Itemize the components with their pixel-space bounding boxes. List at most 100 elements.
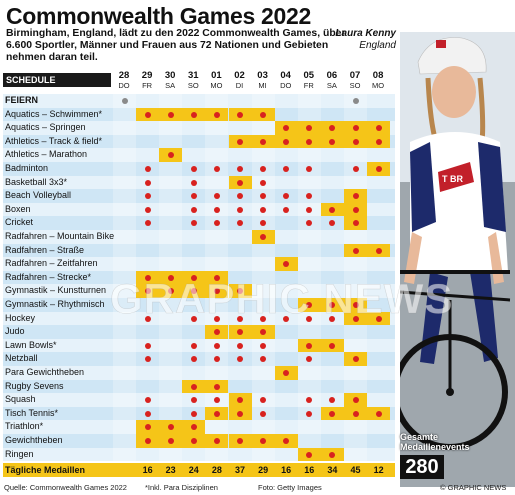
sport-label: Gymnastik – Kunstturnen (5, 285, 107, 296)
schedule-cell (182, 230, 205, 244)
total-medal-events-label: Gesamte Medaillenevents (400, 432, 470, 452)
schedule-cell (251, 379, 275, 394)
schedule-cell (136, 448, 159, 462)
schedule-cell (136, 135, 159, 149)
schedule-cell (182, 434, 206, 448)
schedule-cell (159, 406, 183, 421)
schedule-cell (321, 244, 344, 258)
schedule-cell (182, 352, 205, 366)
cyclist-illustration: T BR (400, 32, 515, 487)
schedule-cell (274, 121, 298, 135)
schedule-cell (136, 148, 159, 162)
schedule-cell (251, 284, 275, 298)
schedule-cell (159, 257, 183, 271)
event-dot (352, 356, 359, 363)
schedule-cell (275, 298, 298, 312)
date-day: 01 (211, 70, 222, 81)
schedule-cell (367, 121, 391, 135)
date-weekday: SA (165, 81, 176, 90)
schedule-cell (113, 230, 137, 244)
schedule-row: Lawn Bowls* (3, 338, 395, 353)
schedule-row: Radfahren – Strecke* (3, 270, 395, 285)
event-dot (190, 438, 197, 444)
event-dot (144, 288, 151, 295)
schedule-cell (367, 339, 390, 353)
schedule-cell (182, 325, 205, 339)
schedule-cell (344, 420, 368, 434)
event-dot (213, 220, 220, 227)
schedule-cell (251, 202, 275, 217)
event-dot (190, 288, 197, 295)
event-dot (144, 166, 151, 172)
event-dot (260, 206, 267, 213)
schedule-cell (344, 121, 368, 135)
schedule-cell (229, 339, 252, 353)
event-dot (190, 274, 197, 281)
schedule-cell (229, 271, 252, 285)
event-dot (260, 138, 267, 145)
event-dot (260, 166, 267, 172)
event-dot (167, 274, 174, 281)
schedule-cell (113, 202, 137, 217)
event-dot (329, 138, 336, 145)
schedule-cell (344, 257, 368, 271)
event-dot (260, 356, 267, 363)
event-dot (283, 261, 290, 268)
schedule-cell (113, 447, 137, 462)
schedule-cell (182, 257, 205, 271)
event-dot (213, 329, 220, 336)
event-dot (213, 410, 220, 417)
schedule-cell (367, 406, 391, 421)
schedule-row: Ringen (3, 447, 395, 462)
event-dot (213, 193, 220, 200)
schedule-cell (344, 284, 368, 298)
schedule-cell (182, 135, 205, 149)
schedule-cell (344, 162, 368, 176)
event-dot (190, 315, 197, 322)
schedule-cell (251, 121, 275, 135)
schedule-cell (321, 176, 344, 190)
schedule-cell (205, 420, 229, 434)
schedule-cell (321, 366, 344, 380)
schedule-cell (367, 108, 390, 122)
event-dot (260, 329, 267, 336)
date-header: 06 SA (321, 71, 343, 91)
schedule-cell (159, 189, 183, 203)
schedule-cell (159, 352, 183, 366)
athlete-caption: Laura Kenny England (296, 28, 396, 52)
schedule-cell (275, 312, 298, 326)
schedule-cell (159, 379, 183, 394)
date-header: 29 FR (136, 71, 158, 91)
schedule-cell (136, 257, 159, 271)
event-dot (237, 193, 243, 200)
schedule-cell (205, 230, 229, 244)
schedule-cell (275, 203, 298, 217)
schedule-cell (367, 325, 390, 339)
event-dot (329, 125, 336, 132)
schedule-cell (275, 148, 298, 162)
schedule-cell (367, 271, 390, 285)
schedule-cell (159, 175, 183, 190)
schedule-row: Beach Volleyball (3, 189, 395, 203)
event-dot (306, 193, 313, 200)
daily-medal-count: 34 (327, 465, 338, 475)
schedule-cell (321, 94, 344, 108)
event-dot (352, 315, 359, 322)
sport-label: Ringen (5, 448, 34, 459)
sport-label: Cricket (5, 217, 34, 228)
schedule-cell (136, 352, 159, 366)
event-dot (260, 438, 267, 444)
schedule-cell (297, 352, 321, 366)
schedule-cell (274, 366, 298, 380)
sport-label: Tisch Tennis* (5, 407, 59, 418)
schedule-cell (344, 352, 368, 366)
schedule-cell (228, 107, 252, 122)
sport-label: FEIERN (5, 95, 39, 105)
schedule-cell (228, 284, 252, 298)
schedule-cell (275, 380, 298, 394)
athlete-photo: T BR (400, 32, 515, 487)
schedule-cell (367, 420, 390, 434)
schedule-row: FEIERN (3, 94, 395, 108)
schedule-cell (251, 352, 275, 366)
daily-medal-count: 16 (142, 465, 153, 475)
